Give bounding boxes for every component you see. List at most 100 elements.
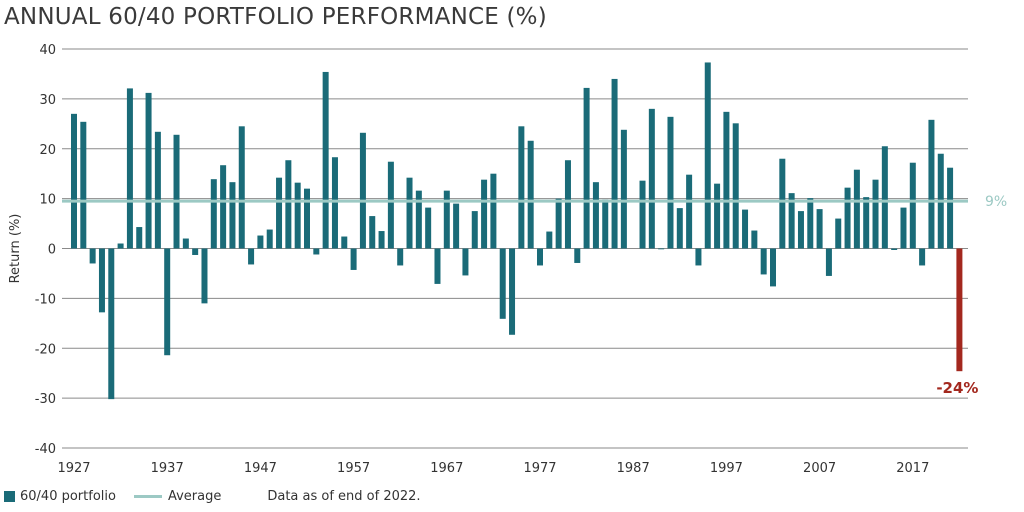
bar bbox=[583, 87, 590, 249]
bar bbox=[164, 248, 171, 356]
x-tick-label: 1947 bbox=[244, 461, 277, 476]
bar bbox=[98, 248, 105, 313]
bar bbox=[891, 248, 898, 250]
bar bbox=[723, 111, 730, 249]
x-tick-label: 1977 bbox=[523, 461, 556, 476]
bar bbox=[313, 248, 320, 255]
bar bbox=[136, 227, 143, 249]
highlight-bar bbox=[956, 248, 963, 372]
bar bbox=[276, 177, 283, 249]
bar bbox=[527, 140, 534, 249]
bar bbox=[331, 157, 338, 249]
bar bbox=[481, 179, 488, 249]
average-label: 9% bbox=[985, 194, 1007, 210]
legend-label-portfolio: 60/40 portfolio bbox=[20, 489, 116, 504]
bar bbox=[89, 248, 96, 264]
chart-title: ANNUAL 60/40 PORTFOLIO PERFORMANCE (%) bbox=[4, 4, 547, 30]
x-tick-label: 2017 bbox=[896, 461, 929, 476]
bar bbox=[117, 243, 124, 249]
bar bbox=[378, 231, 385, 249]
bar bbox=[490, 173, 497, 249]
bar bbox=[639, 180, 646, 249]
bar bbox=[322, 71, 329, 249]
data-note: Data as of end of 2022. bbox=[267, 489, 421, 504]
legend-swatch-average bbox=[133, 495, 162, 498]
x-tick-label: 1997 bbox=[710, 461, 743, 476]
bar bbox=[788, 193, 795, 249]
bar bbox=[863, 197, 870, 249]
bar bbox=[770, 248, 776, 287]
bar bbox=[350, 248, 357, 270]
bar bbox=[564, 160, 571, 249]
bar bbox=[471, 211, 478, 249]
legend-swatch-portfolio bbox=[4, 491, 15, 502]
y-tick-label: -30 bbox=[35, 392, 56, 407]
bar bbox=[220, 165, 227, 249]
bar bbox=[359, 132, 366, 249]
x-tick-label: 1937 bbox=[151, 461, 184, 476]
bar bbox=[173, 134, 180, 249]
x-tick-label: 1987 bbox=[617, 461, 650, 476]
bar bbox=[658, 248, 665, 250]
bar bbox=[648, 108, 655, 249]
bar bbox=[779, 158, 786, 249]
bar bbox=[248, 248, 255, 265]
bar bbox=[900, 207, 907, 249]
bar bbox=[304, 188, 310, 249]
bar bbox=[406, 177, 413, 249]
y-tick-label: 20 bbox=[39, 143, 56, 158]
bar bbox=[369, 216, 376, 249]
bar bbox=[397, 248, 404, 266]
y-axis-label: Return (%) bbox=[8, 214, 23, 284]
bar bbox=[676, 208, 683, 249]
bar bbox=[742, 209, 749, 249]
bar bbox=[285, 160, 292, 249]
y-tick-label: 40 bbox=[39, 43, 56, 58]
bar bbox=[182, 238, 189, 249]
bar bbox=[714, 183, 721, 249]
bar bbox=[574, 248, 581, 263]
bar bbox=[732, 123, 739, 249]
bar bbox=[499, 248, 506, 319]
bar bbox=[425, 207, 432, 249]
y-tick-label: -40 bbox=[35, 442, 56, 457]
bar bbox=[341, 236, 348, 249]
x-tick-label: 1967 bbox=[430, 461, 463, 476]
bar bbox=[825, 248, 832, 276]
y-tick-label: -10 bbox=[35, 292, 56, 307]
bar bbox=[387, 161, 394, 249]
bar bbox=[695, 248, 702, 266]
y-tick-label: 30 bbox=[39, 93, 56, 108]
bar bbox=[555, 198, 562, 249]
bar bbox=[257, 235, 264, 249]
x-tick-label: 2007 bbox=[803, 461, 836, 476]
bar bbox=[443, 190, 450, 249]
legend-label-average: Average bbox=[167, 489, 222, 504]
bar bbox=[797, 211, 804, 249]
bar bbox=[686, 174, 693, 249]
bar bbox=[80, 121, 87, 249]
bar bbox=[816, 209, 823, 249]
bar bbox=[947, 167, 954, 249]
y-tick-label: 10 bbox=[39, 193, 56, 208]
bar bbox=[546, 231, 553, 249]
bar bbox=[704, 62, 711, 249]
bar bbox=[518, 126, 525, 249]
x-tick-label: 1927 bbox=[57, 461, 90, 476]
bar bbox=[853, 169, 860, 249]
bar bbox=[154, 131, 161, 249]
bar bbox=[192, 248, 199, 255]
bar bbox=[266, 229, 273, 249]
bar bbox=[453, 203, 460, 249]
bar bbox=[462, 248, 469, 276]
bar bbox=[835, 218, 842, 249]
highlight-label: -24% bbox=[936, 379, 978, 397]
bar bbox=[108, 248, 115, 400]
bar bbox=[210, 179, 217, 249]
bar bbox=[592, 182, 599, 249]
bar bbox=[807, 198, 814, 249]
bar bbox=[611, 78, 618, 249]
legend: 60/40 portfolio Average Data as of end o… bbox=[4, 489, 421, 504]
bar bbox=[71, 113, 77, 249]
x-tick-label: 1957 bbox=[337, 461, 370, 476]
